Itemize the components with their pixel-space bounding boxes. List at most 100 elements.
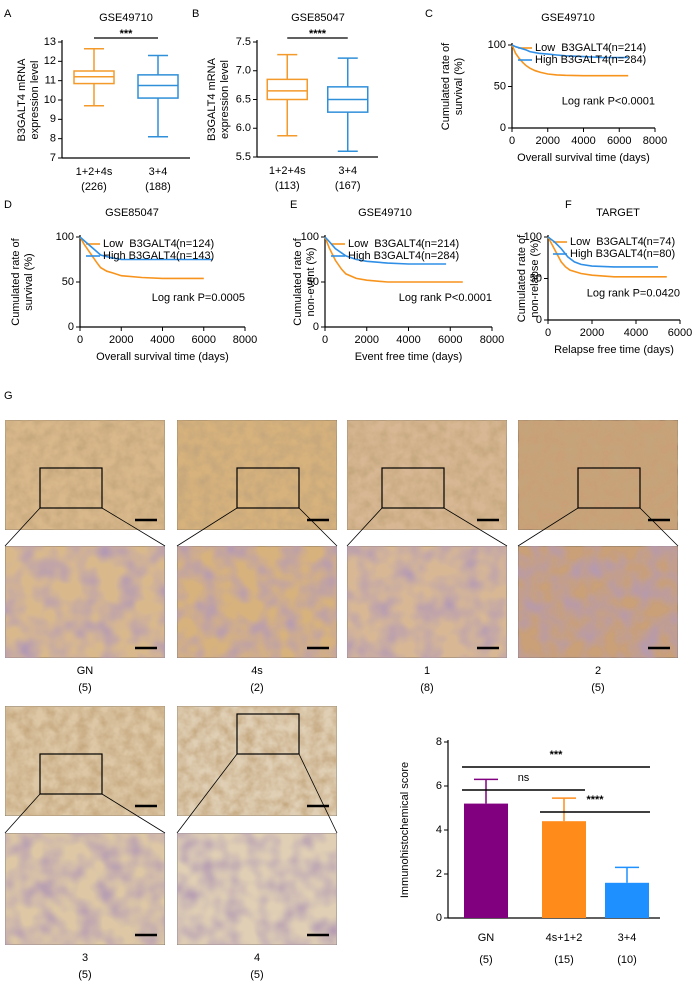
x-tick-label: 3+4 <box>338 165 357 177</box>
x-tick-label: 1+2+4s <box>76 166 113 178</box>
x-tick-label: 1+2+4s <box>269 165 306 177</box>
tissue-image <box>176 419 338 531</box>
sample-size: (188) <box>145 181 171 193</box>
y-axis-label: expression level <box>29 61 41 140</box>
stage-label: 4 <box>254 952 260 964</box>
legend-n: (n=214) <box>608 42 646 54</box>
panel-label: A <box>4 8 12 20</box>
sample-size: (5) <box>479 954 492 966</box>
y-tick-label: 13 <box>44 36 56 48</box>
y-axis-label: survival (%) <box>453 58 465 115</box>
significance-label: ns <box>518 772 530 784</box>
y-tick-label: 50 <box>62 276 74 288</box>
stage-label: 2 <box>595 665 601 677</box>
y-tick-label: 10 <box>44 94 56 106</box>
x-tick-label: 2000 <box>580 327 604 339</box>
y-tick-label: 11 <box>45 75 56 87</box>
legend-label: Low B3GALT4 <box>348 238 422 250</box>
chart-title: TARGET <box>596 207 640 219</box>
x-tick-label: 2000 <box>109 334 133 346</box>
zoom-connector <box>443 507 508 547</box>
x-tick-label: 0 <box>77 334 83 346</box>
zoom-connector <box>346 507 383 547</box>
box <box>137 74 179 99</box>
box <box>266 78 308 101</box>
survival-curve <box>79 236 204 280</box>
y-tick-label: 6 <box>436 780 442 792</box>
y-axis-label: non-event (%) <box>305 247 317 316</box>
tissue-zoom <box>517 545 679 659</box>
chart-title: GSE49710 <box>358 207 412 219</box>
legend-label: Low B3GALT4 <box>535 42 609 54</box>
tissue-image <box>4 705 166 817</box>
x-tick-label: 4000 <box>624 327 648 339</box>
survival-curve <box>79 236 212 261</box>
x-tick-label: 6000 <box>192 334 216 346</box>
y-tick-label: 0 <box>68 321 74 333</box>
bar <box>605 882 649 918</box>
tissue-zoom <box>4 545 166 659</box>
bar <box>542 821 586 918</box>
x-tick-label: 3+4 <box>618 932 637 944</box>
tissue-image <box>517 419 679 531</box>
y-axis-label: B3GALT4 mRNA <box>206 57 218 141</box>
panel-label: F <box>565 199 572 211</box>
survival-curve <box>511 44 629 59</box>
y-tick-label: 50 <box>307 276 319 288</box>
inset-box <box>577 467 641 509</box>
y-axis-label: Cumulated rate of <box>292 237 304 325</box>
x-tick-label: 6000 <box>607 135 631 147</box>
y-axis-label: expression level <box>219 60 231 139</box>
survival-curve <box>547 236 658 268</box>
chart-title: GSE49710 <box>541 12 595 24</box>
legend-label: High B3GALT4 <box>535 54 608 66</box>
zoom-connector <box>176 753 238 834</box>
x-tick-label: 8000 <box>233 334 257 346</box>
x-tick-label: 4000 <box>150 334 174 346</box>
sample-size: (5) <box>250 969 263 981</box>
y-axis-label: Cumulated rate of <box>440 42 452 130</box>
tissue-zoom <box>4 832 166 946</box>
y-tick-label: 6.5 <box>236 93 251 105</box>
y-axis-label: B3GALT4 mRNA <box>16 58 28 142</box>
legend-label: Low B3GALT4 <box>103 238 177 250</box>
y-axis-label: non-relapse (%) <box>529 239 541 317</box>
sample-size: (2) <box>250 682 263 694</box>
y-tick-label: 100 <box>524 231 542 243</box>
legend-n: (n=143) <box>176 250 214 262</box>
inset-box <box>236 713 300 755</box>
y-axis-label: Cumulated rate of <box>10 237 22 325</box>
zoom-connector <box>4 507 41 547</box>
zoom-connector <box>101 507 166 547</box>
survival-curve <box>511 44 629 77</box>
y-axis-label: Immunohistochemical score <box>399 762 411 898</box>
sample-size: (10) <box>617 954 637 966</box>
annotation: Log rank P=0.0005 <box>152 292 245 304</box>
sample-size: (8) <box>420 682 433 694</box>
zoom-connector <box>101 793 166 834</box>
x-tick-label: 3+4 <box>149 166 168 178</box>
x-axis-label: Relapse free time (days) <box>554 344 674 356</box>
significance-label: *** <box>550 749 564 761</box>
inset-box <box>236 467 300 509</box>
tissue-image <box>176 705 338 817</box>
y-tick-label: 7.5 <box>236 36 251 48</box>
zoom-connector <box>298 753 338 834</box>
inset-box <box>39 467 103 509</box>
stage-label: 3 <box>82 952 88 964</box>
inset-box <box>39 753 103 795</box>
inset-box <box>381 467 445 509</box>
legend-label: High B3GALT4 <box>348 250 421 262</box>
annotation: Log rank P=0.0420 <box>587 287 680 299</box>
chart-title: GSE85047 <box>105 207 159 219</box>
x-tick-label: 2000 <box>355 334 379 346</box>
y-tick-label: 6.0 <box>236 122 251 134</box>
legend-n: (n=74) <box>643 236 675 248</box>
sample-size: (5) <box>78 682 91 694</box>
panel-label: B <box>192 8 199 20</box>
y-tick-label: 0 <box>536 314 542 326</box>
significance-label: **** <box>309 28 327 40</box>
legend-n: (n=124) <box>176 238 214 250</box>
x-tick-label: 8000 <box>480 334 504 346</box>
tissue-zoom <box>176 832 338 946</box>
